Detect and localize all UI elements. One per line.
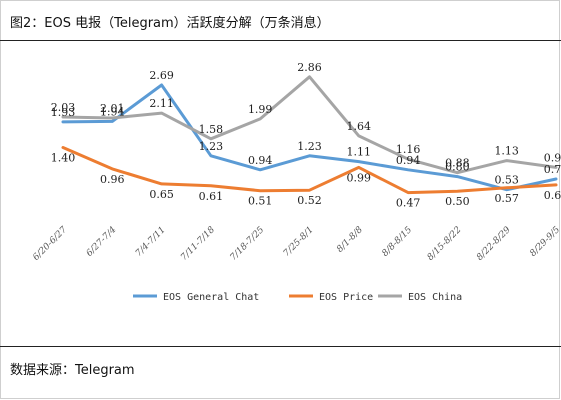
data-label-price: 0.50 — [445, 195, 470, 208]
series-line-china — [61, 75, 558, 175]
data-label-china: 1.64 — [347, 120, 372, 133]
data-label-price: 0.99 — [347, 171, 372, 184]
data-label-china: 1.13 — [494, 145, 519, 158]
source-note: 数据来源：Telegram — [10, 363, 135, 378]
data-label-general-chat: 1.94 — [100, 105, 125, 118]
data-label-china: 0.88 — [445, 157, 470, 170]
x-tick-label: 6/27-7/4 — [85, 225, 119, 259]
data-label-general-chat: 0.80 — [445, 161, 470, 174]
data-label-general-chat: 1.23 — [297, 140, 322, 153]
figure-title: 图2：EOS 电报（Telegram）活跃度分解（万条消息） — [10, 16, 330, 31]
legend-label-price: EOS Price — [319, 292, 373, 303]
source-divider — [0, 346, 561, 347]
data-label-price: 0.96 — [100, 173, 125, 186]
x-tick-label: 7/18-7/25 — [229, 225, 267, 263]
data-label-general-chat: 0.53 — [494, 174, 519, 187]
data-label-general-chat: 0.75 — [544, 163, 561, 176]
data-label-china: 2.03 — [51, 101, 76, 114]
data-label-price: 0.63 — [544, 189, 561, 202]
x-tick-label: 6/20-6/27 — [31, 225, 69, 263]
data-label-price: 0.52 — [297, 194, 322, 207]
data-label-price: 0.47 — [396, 197, 421, 210]
data-label-price: 1.40 — [51, 152, 76, 165]
x-tick-label: 8/15-8/22 — [426, 225, 464, 263]
legend: EOS General Chat EOS Price EOS China — [133, 292, 462, 303]
data-label-china: 1.58 — [199, 123, 224, 136]
data-label-general-chat: 0.94 — [396, 154, 421, 167]
x-tick-labels: 6/20-6/27 6/27-7/4 7/4-7/11 7/11-7/18 7/18-7… — [31, 225, 561, 263]
x-tick-label: 7/25-8/1 — [282, 225, 316, 259]
data-label-price: 0.57 — [494, 192, 519, 205]
series-line-general-chat — [61, 83, 558, 192]
x-tick-label: 7/4-7/11 — [134, 225, 168, 259]
x-tick-label: 8/8-8/15 — [380, 225, 414, 259]
data-label-general-chat: 1.11 — [347, 146, 372, 159]
title-divider — [0, 40, 561, 41]
data-label-general-chat: 1.93 — [51, 106, 76, 119]
x-tick-label: 7/11-7/18 — [179, 225, 217, 263]
series-lines — [61, 75, 558, 195]
data-label-price: 0.61 — [199, 190, 224, 203]
data-label-price: 0.65 — [149, 188, 174, 201]
data-label-china: 1.99 — [248, 103, 273, 116]
data-labels: 1.93 1.94 2.69 1.23 0.94 1.23 1.11 0.94 0.80 0.53… — [51, 61, 561, 210]
x-tick-label: 8/1-8/8 — [335, 225, 365, 255]
series-line-price — [61, 146, 558, 195]
legend-label-general-chat: EOS General Chat — [163, 292, 259, 303]
line-chart: 6/20-6/27 6/27-7/4 7/4-7/11 7/11-7/18 7/18-7… — [31, 61, 561, 303]
data-label-china: 2.01 — [100, 102, 125, 115]
x-tick-label: 8/22-8/29 — [475, 225, 513, 263]
data-label-general-chat: 0.94 — [248, 154, 273, 167]
data-label-china: 2.86 — [297, 61, 322, 74]
data-label-general-chat: 1.23 — [199, 140, 224, 153]
data-label-china: 1.16 — [396, 143, 421, 156]
data-label-price: 0.51 — [248, 195, 273, 208]
data-label-china: 0.99 — [544, 151, 561, 164]
x-tick-label: 8/29-9/5 — [528, 225, 561, 259]
data-label-general-chat: 2.69 — [149, 69, 174, 82]
data-label-china: 2.11 — [149, 97, 174, 110]
legend-label-china: EOS China — [408, 292, 462, 303]
